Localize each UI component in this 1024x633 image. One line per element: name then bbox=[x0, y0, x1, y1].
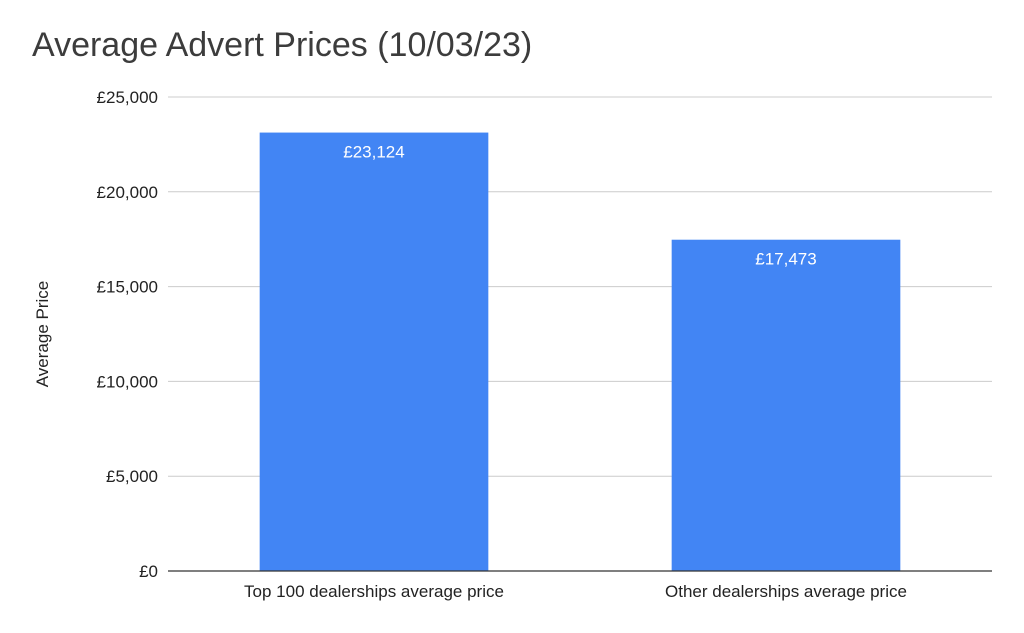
chart-title: Average Advert Prices (10/03/23) bbox=[32, 26, 533, 64]
y-tick-label: £15,000 bbox=[97, 278, 158, 297]
bar bbox=[259, 132, 489, 571]
data-label: £17,473 bbox=[755, 250, 816, 269]
y-tick-label: £0 bbox=[139, 562, 158, 581]
y-tick-label: £5,000 bbox=[106, 467, 158, 486]
bar bbox=[671, 239, 901, 571]
y-tick-label: £25,000 bbox=[97, 88, 158, 107]
bars: £23,124 £17,473 bbox=[259, 132, 901, 571]
data-label: £23,124 bbox=[343, 143, 404, 162]
x-tick-label: Other dealerships average price bbox=[665, 582, 907, 601]
axes: £0 £5,000 £10,000 £15,000 £20,000 £25,000 Top … bbox=[97, 88, 992, 601]
y-tick-label: £20,000 bbox=[97, 183, 158, 202]
y-axis-title: Average Price bbox=[33, 281, 52, 387]
x-tick-label: Top 100 dealerships average price bbox=[244, 582, 504, 601]
y-tick-label: £10,000 bbox=[97, 372, 158, 391]
